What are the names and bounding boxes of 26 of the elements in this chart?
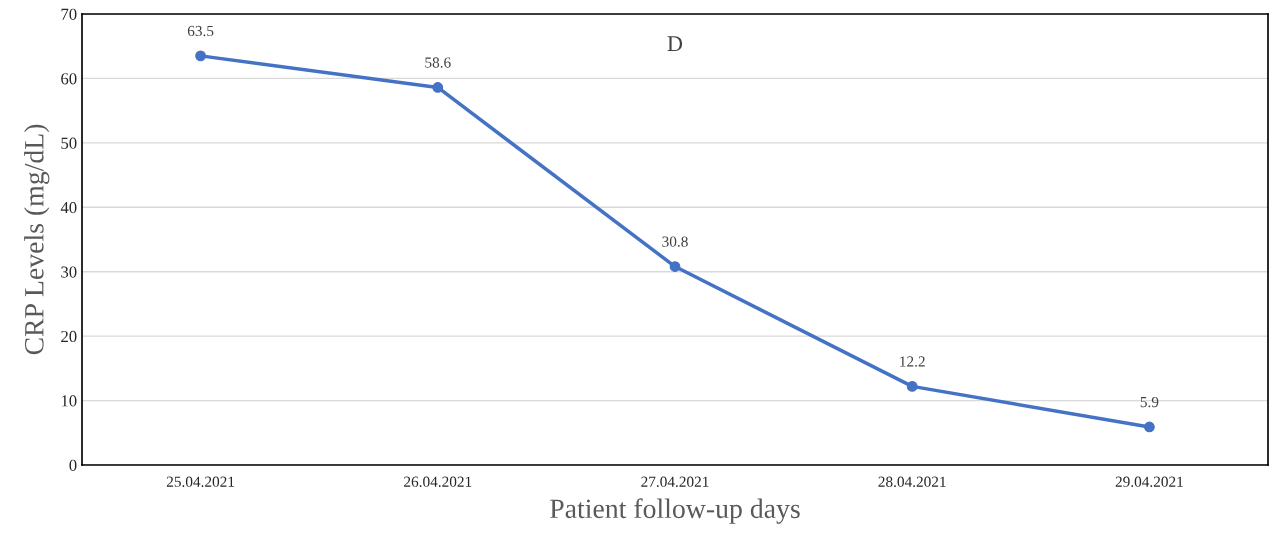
data-label: 58.6 — [425, 57, 451, 68]
y-tick-label: 0 — [69, 459, 77, 471]
point — [432, 82, 444, 93]
annotation: D — [667, 36, 683, 51]
y-tick-label: 20 — [61, 330, 77, 343]
y-tick-label: 70 — [61, 8, 77, 20]
x-tick-label: 26.04.2021 — [404, 476, 472, 487]
data-label: 12.2 — [900, 356, 925, 367]
data-label: 30.8 — [662, 236, 688, 247]
y-axis-title: CRP Levels (mg/dL) — [24, 124, 50, 355]
point — [1144, 421, 1155, 433]
y-tick-label: 60 — [61, 73, 77, 85]
point — [195, 50, 206, 62]
point — [906, 381, 918, 392]
y-tick-label: 30 — [61, 266, 77, 278]
y-tick-label: 50 — [61, 137, 77, 149]
x-axis-title: Patient follow-up days — [550, 498, 800, 524]
data-label: 5.9 — [1140, 396, 1159, 408]
y-tick-label: 10 — [61, 395, 77, 407]
point — [669, 261, 681, 272]
x-tick-label: 27.04.2021 — [641, 476, 709, 487]
y-tick-label: 40 — [60, 201, 77, 214]
x-tick-label: 28.04.2021 — [878, 476, 946, 487]
x-tick-label: 29.04.2021 — [1115, 476, 1183, 487]
data-label: 63.5 — [187, 25, 214, 37]
x-tick-label: 25.04.2021 — [166, 476, 235, 487]
